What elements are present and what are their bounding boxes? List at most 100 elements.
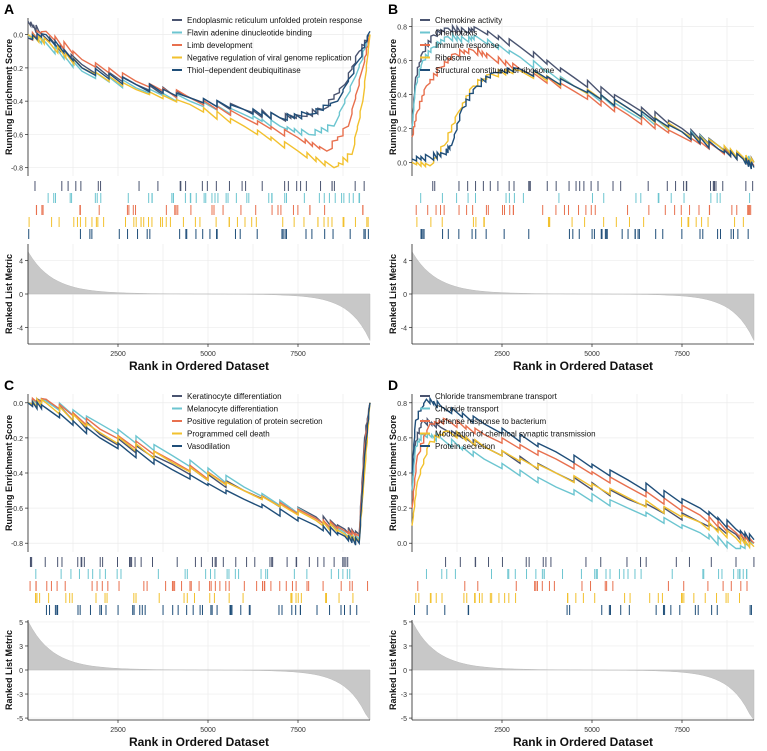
legend-label: Chemokine activity [435,16,502,25]
hit-bars [415,181,754,239]
metric-y-tick-label: 5 [403,620,407,627]
x-tick-label: 2500 [110,351,126,358]
metric-y-tick-label: 3 [19,644,23,651]
x-tick-label: 2500 [494,727,510,734]
metric-y-tick-label: 0 [19,668,23,675]
x-tick-label: 5000 [584,727,600,734]
es-y-axis-title: Running Enrichment Score [388,415,398,531]
legend-label: Positive regulation of protein secretion [187,417,323,426]
x-tick-label: 2500 [110,727,126,734]
legend-label: Flavin adenine dinucleotide binding [187,29,312,38]
series-line [411,430,755,550]
panel-label: B [388,1,398,17]
panel-a: A 0.0 -0.2 -0.4 -0.6 -0.8 Running Enrichment S… [4,1,371,373]
y-tick-label: 0.4 [397,92,407,99]
metric-area [27,620,371,721]
legend: Keratinocyte differentiation Melanocyte d… [172,392,323,451]
y-tick-label: -0.6 [11,132,23,139]
legend-label: Chloride transmembrane transport [435,392,558,401]
y-tick-label: -0.4 [11,99,23,106]
es-grid [412,18,754,176]
legend-label: Keratinocyte differentiation [187,392,282,401]
legend-label: Chemotaxis [435,29,477,38]
x-tick-label: 5000 [200,351,216,358]
legend-label: Chloride transport [435,405,499,414]
panel-label: A [4,1,14,17]
y-tick-label: 0.0 [13,401,23,408]
panel-label: C [4,377,14,393]
series-line [411,68,755,169]
legend-label: Protein secretion [435,442,495,451]
legend-label: Vasodilation [187,442,230,451]
metric-y-axis-title: Ranked List Metric [388,254,398,334]
x-axis-title: Rank in Ordered Dataset [513,735,653,749]
x-tick-label: 7500 [674,727,690,734]
metric-y-tick-label: -4 [401,325,407,332]
series-line [411,66,755,170]
es-y-axis-title: Running Enrichment Score [388,39,398,155]
hit-bars [29,557,369,615]
legend-label: Ribosome [435,54,472,63]
legend-label: Programmed cell death [187,430,270,439]
metric-area [411,620,755,721]
hit-bars [414,557,755,615]
legend-label: Structural constituent of ribosome [435,66,555,75]
metric-y-axis-title: Ranked List Metric [4,254,14,334]
y-tick-label: 0.4 [397,471,407,478]
y-tick-label: 0.8 [397,401,407,408]
metric-grid [412,244,754,344]
metric-y-tick-label: 5 [19,620,23,627]
series-line [27,29,371,152]
metric-y-axis-title: Ranked List Metric [4,630,14,710]
x-axis-title: Rank in Ordered Dataset [129,359,269,373]
legend-label: Modulation of chemical synaptic transmis… [435,430,596,439]
metric-y-tick-label: 0 [403,292,407,299]
y-tick-label: 0.8 [397,24,407,31]
legend: Chloride transmembrane transport Chloride… [420,392,596,451]
hit-bars [28,181,369,239]
metric-y-tick-label: 4 [403,259,407,266]
y-tick-label: 0.0 [397,160,407,167]
metric-y-tick-label: -5 [17,716,23,723]
legend-label: Limb development [187,41,253,50]
y-tick-label: -0.2 [11,436,23,443]
metric-area [411,250,755,341]
legend-label: Thiol−dependent deubiquitinase [187,66,301,75]
panel-d: D 0.0 0.2 0.4 0.6 0.8 Running Enrichment Score… [388,377,755,749]
legend-label: Defense response to bacterium [435,417,547,426]
x-tick-label: 7500 [290,727,306,734]
x-tick-label: 7500 [674,351,690,358]
x-tick-label: 2500 [494,351,510,358]
panel-c: C 0.0 -0.2 -0.4 -0.6 -0.8 Running Enrichment S… [4,377,371,749]
es-y-axis-title: Running Enrichment Score [4,39,14,155]
metric-y-tick-label: 4 [19,259,23,266]
legend-label: Negative regulation of viral genome repl… [187,54,352,63]
y-tick-label: 0.6 [397,436,407,443]
y-tick-label: -0.6 [11,506,23,513]
series-line [411,396,755,543]
metric-y-axis-title: Ranked List Metric [388,630,398,710]
metric-y-tick-label: 0 [403,668,407,675]
series-line [27,33,371,169]
metric-y-tick-label: 3 [403,644,407,651]
es-grid [412,394,754,552]
x-tick-label: 7500 [290,351,306,358]
x-axis-title: Rank in Ordered Dataset [129,735,269,749]
series-line [27,30,371,122]
y-tick-label: -0.8 [11,166,23,173]
es-y-axis-title: Running Enrichment Score [4,415,14,531]
y-tick-label: 0.0 [397,541,407,548]
x-axis-title: Rank in Ordered Dataset [513,359,653,373]
panel-label: D [388,377,398,393]
y-tick-label: 0.6 [397,58,407,65]
legend: Endoplasmic reticulum unfolded protein r… [172,16,363,75]
legend-label: Melanocyte differentiation [187,405,278,414]
series-line [411,417,755,546]
legend-label: Endoplasmic reticulum unfolded protein r… [187,16,363,25]
metric-y-tick-label: -4 [17,325,23,332]
metric-y-tick-label: -5 [401,716,407,723]
y-tick-label: 0.2 [397,126,407,133]
metric-y-tick-label: -3 [401,692,407,699]
x-tick-label: 5000 [584,351,600,358]
panel-b: B 0.0 0.2 0.4 0.6 0.8 Running Enrichment Score… [388,1,755,373]
